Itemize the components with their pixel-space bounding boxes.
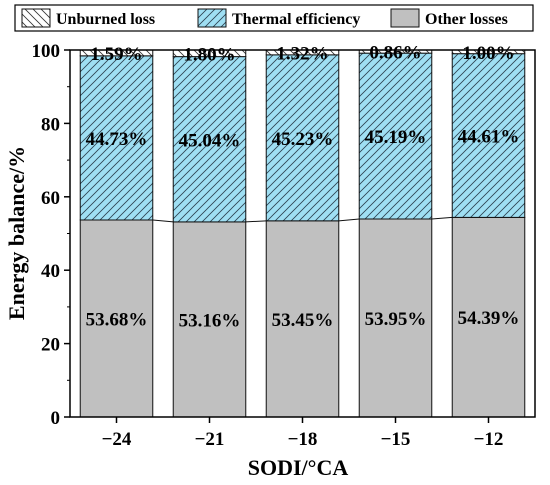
value-label-unburned-loss-3: 0.86% [369,43,421,64]
legend-box [14,4,534,32]
value-label-thermal-efficiency-0: 44.73% [86,129,148,150]
value-label-other-losses-1: 53.16% [179,310,241,331]
y-axis-label: Energy balance/% [4,146,29,320]
value-label-other-losses-2: 53.45% [272,310,334,331]
connector-line-1 [245,220,267,223]
value-label-other-losses-3: 53.95% [365,309,427,330]
legend-swatch-unburned-loss [21,8,51,28]
y-tick-label-5: 100 [32,41,61,62]
x-tick-label-0: −24 [102,429,132,450]
bar-thermal-efficiency-3 [358,52,433,220]
value-label-unburned-loss-4: 1.00% [462,43,514,64]
bar-other-losses-3 [358,218,433,418]
y-tick-label-2: 40 [41,261,60,282]
bar-thermal-efficiency-2 [265,54,340,222]
legend-label-thermal-efficiency: Thermal efficiency [232,11,360,28]
legend-swatch-other-losses [390,8,420,28]
y-tick-label-3: 60 [41,188,60,209]
connector-line-2 [338,218,360,222]
value-label-thermal-efficiency-4: 44.61% [458,127,520,148]
legend: Unburned loss Thermal efficiency Other los… [14,4,534,32]
value-label-unburned-loss-1: 1.80% [183,44,235,65]
x-tick-label-4: −12 [474,429,504,450]
x-tick-label-1: −21 [195,429,225,450]
bar-other-losses-0 [79,219,154,418]
connector-lines [152,216,453,223]
value-label-unburned-loss-0: 1.59% [90,44,142,65]
value-label-thermal-efficiency-3: 45.19% [365,127,427,148]
legend-swatch-thermal-efficiency [197,8,227,28]
value-label-unburned-loss-2: 1.32% [276,43,328,64]
x-axis-label: SODI/°CA [248,455,349,480]
legend-label-unburned-loss: Unburned loss [56,11,155,28]
axes: 0 20 40 60 80 100 −24 −21 −18 −15 −12 [32,41,536,450]
y-tick-label-1: 20 [41,335,60,356]
value-label-thermal-efficiency-1: 45.04% [179,130,241,151]
bars [79,49,526,418]
connector-line-0 [152,219,174,223]
legend-label-other-losses: Other losses [425,11,508,28]
y-tick-label-4: 80 [41,114,60,135]
value-label-other-losses-4: 54.39% [458,308,520,329]
value-label-thermal-efficiency-2: 45.23% [272,129,334,150]
bar-other-losses-1 [172,221,247,418]
bar-other-losses-4 [451,216,526,418]
y-tick-label-0: 0 [51,408,61,429]
value-label-other-losses-0: 53.68% [86,309,148,330]
bar-thermal-efficiency-4 [451,53,526,218]
x-tick-label-3: −15 [381,429,411,450]
x-tick-label-2: −18 [288,429,318,450]
value-labels: 53.68% 44.73% 1.59% 53.16% 45.04% 1.80% 53.45%… [86,43,520,332]
connector-line-3 [431,216,453,220]
